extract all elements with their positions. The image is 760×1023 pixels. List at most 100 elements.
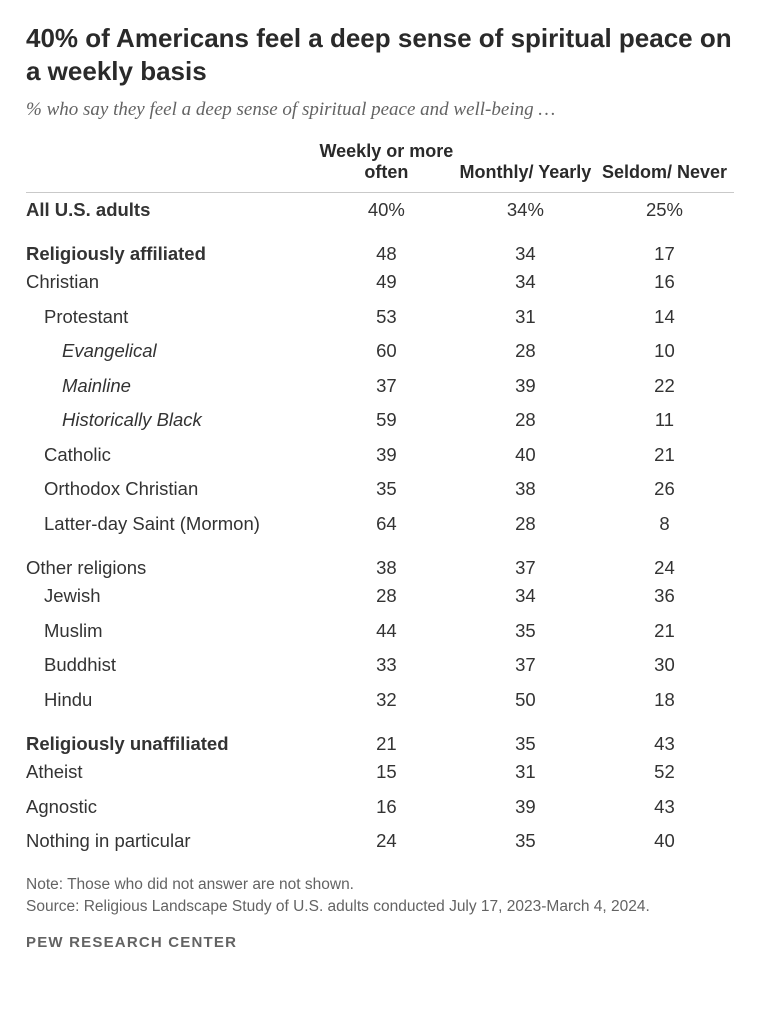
data-cell: 44: [317, 613, 456, 648]
data-cell: 34: [456, 265, 595, 300]
row-label: Historically Black: [26, 403, 317, 438]
table-row: Orthodox Christian353826: [26, 472, 734, 507]
data-cell: 60: [317, 334, 456, 369]
data-cell: 40%: [317, 192, 456, 227]
note-line: Note: Those who did not answer are not s…: [26, 874, 734, 896]
row-label: Muslim: [26, 613, 317, 648]
data-cell: 16: [595, 265, 734, 300]
data-cell: 53: [317, 299, 456, 334]
row-label: Buddhist: [26, 648, 317, 683]
data-cell: 37: [456, 648, 595, 683]
data-cell: 26: [595, 472, 734, 507]
data-cell: 25%: [595, 192, 734, 227]
source-line: Source: Religious Landscape Study of U.S…: [26, 896, 734, 918]
data-cell: 38: [317, 541, 456, 579]
data-cell: 49: [317, 265, 456, 300]
data-cell: 43: [595, 789, 734, 824]
data-cell: 35: [456, 613, 595, 648]
data-cell: 37: [456, 541, 595, 579]
data-cell: 18: [595, 682, 734, 717]
data-cell: 32: [317, 682, 456, 717]
table-row: Latter-day Saint (Mormon)64288: [26, 506, 734, 541]
row-label: Christian: [26, 265, 317, 300]
data-cell: 24: [317, 824, 456, 859]
data-cell: 35: [317, 472, 456, 507]
data-cell: 31: [456, 299, 595, 334]
data-cell: 21: [317, 717, 456, 755]
data-cell: 40: [456, 437, 595, 472]
table-row: All U.S. adults40%34%25%: [26, 192, 734, 227]
row-label: Latter-day Saint (Mormon): [26, 506, 317, 541]
row-label: Evangelical: [26, 334, 317, 369]
data-cell: 28: [317, 579, 456, 614]
data-cell: 50: [456, 682, 595, 717]
table-row: Religiously affiliated483417: [26, 227, 734, 265]
data-cell: 35: [456, 824, 595, 859]
row-label: Atheist: [26, 755, 317, 790]
data-cell: 16: [317, 789, 456, 824]
data-cell: 36: [595, 579, 734, 614]
attribution: PEW RESEARCH CENTER: [26, 934, 734, 951]
data-cell: 59: [317, 403, 456, 438]
column-header: Weekly or more often: [317, 141, 456, 193]
row-label: All U.S. adults: [26, 192, 317, 227]
table-row: Religiously unaffiliated213543: [26, 717, 734, 755]
data-cell: 34: [456, 227, 595, 265]
data-cell: 48: [317, 227, 456, 265]
column-header: Seldom/ Never: [595, 141, 734, 193]
data-table: Weekly or more often Monthly/ Yearly Sel…: [26, 141, 734, 859]
data-cell: 24: [595, 541, 734, 579]
data-cell: 38: [456, 472, 595, 507]
table-row: Agnostic163943: [26, 789, 734, 824]
row-label: Religiously affiliated: [26, 227, 317, 265]
table-header-row: Weekly or more often Monthly/ Yearly Sel…: [26, 141, 734, 193]
data-cell: 40: [595, 824, 734, 859]
data-cell: 31: [456, 755, 595, 790]
table-row: Atheist153152: [26, 755, 734, 790]
row-label: Hindu: [26, 682, 317, 717]
row-label: Mainline: [26, 368, 317, 403]
data-cell: 10: [595, 334, 734, 369]
data-cell: 34: [456, 579, 595, 614]
row-label: Agnostic: [26, 789, 317, 824]
data-cell: 35: [456, 717, 595, 755]
row-label: Religiously unaffiliated: [26, 717, 317, 755]
data-cell: 11: [595, 403, 734, 438]
data-cell: 39: [317, 437, 456, 472]
data-cell: 33: [317, 648, 456, 683]
data-cell: 28: [456, 334, 595, 369]
data-cell: 34%: [456, 192, 595, 227]
data-cell: 30: [595, 648, 734, 683]
data-cell: 28: [456, 403, 595, 438]
data-cell: 22: [595, 368, 734, 403]
data-cell: 43: [595, 717, 734, 755]
chart-title: 40% of Americans feel a deep sense of sp…: [26, 22, 734, 87]
chart-notes: Note: Those who did not answer are not s…: [26, 874, 734, 917]
row-label: Protestant: [26, 299, 317, 334]
table-row: Nothing in particular243540: [26, 824, 734, 859]
data-cell: 14: [595, 299, 734, 334]
table-row: Evangelical602810: [26, 334, 734, 369]
data-cell: 8: [595, 506, 734, 541]
column-header: Monthly/ Yearly: [456, 141, 595, 193]
table-row: Muslim443521: [26, 613, 734, 648]
data-cell: 52: [595, 755, 734, 790]
row-label: Other religions: [26, 541, 317, 579]
table-row: Protestant533114: [26, 299, 734, 334]
row-label: Orthodox Christian: [26, 472, 317, 507]
table-row: Hindu325018: [26, 682, 734, 717]
table-row: Catholic394021: [26, 437, 734, 472]
table-row: Historically Black592811: [26, 403, 734, 438]
table-row: Jewish283436: [26, 579, 734, 614]
table-row: Other religions383724: [26, 541, 734, 579]
data-cell: 39: [456, 789, 595, 824]
row-label: Catholic: [26, 437, 317, 472]
row-label: Nothing in particular: [26, 824, 317, 859]
table-row: Buddhist333730: [26, 648, 734, 683]
data-cell: 37: [317, 368, 456, 403]
data-cell: 15: [317, 755, 456, 790]
data-cell: 21: [595, 437, 734, 472]
data-cell: 17: [595, 227, 734, 265]
table-row: Christian493416: [26, 265, 734, 300]
data-cell: 28: [456, 506, 595, 541]
